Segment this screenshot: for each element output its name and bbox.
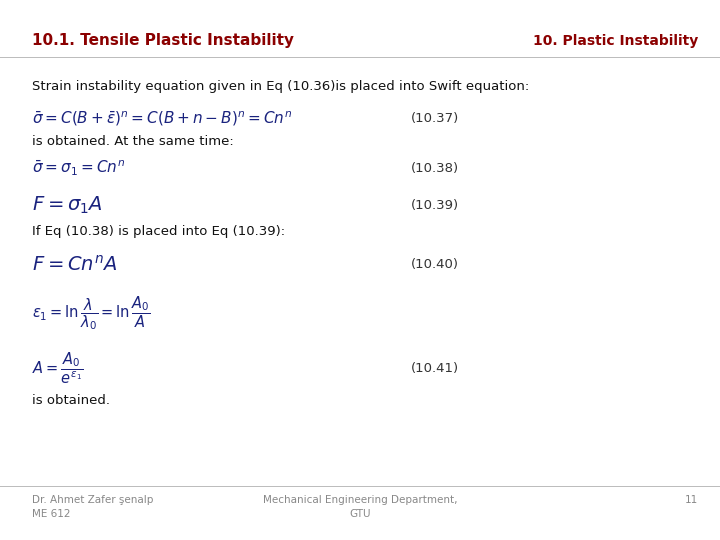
- Text: Strain instability equation given in Eq (10.36)is placed into Swift equation:: Strain instability equation given in Eq …: [32, 80, 530, 93]
- Text: If Eq (10.38) is placed into Eq (10.39):: If Eq (10.38) is placed into Eq (10.39):: [32, 225, 286, 238]
- Text: Mechanical Engineering Department,: Mechanical Engineering Department,: [263, 495, 457, 505]
- Text: is obtained. At the same time:: is obtained. At the same time:: [32, 135, 234, 148]
- Text: is obtained.: is obtained.: [32, 394, 110, 407]
- Text: $F=Cn^nA$: $F=Cn^nA$: [32, 254, 117, 275]
- Text: GTU: GTU: [349, 509, 371, 519]
- Text: (10.37): (10.37): [410, 112, 459, 125]
- Text: 10. Plastic Instability: 10. Plastic Instability: [533, 33, 698, 48]
- Text: $A=\dfrac{A_0}{e^{\varepsilon_1}}$: $A=\dfrac{A_0}{e^{\varepsilon_1}}$: [32, 350, 84, 386]
- Text: (10.40): (10.40): [410, 258, 459, 271]
- Text: 10.1. Tensile Plastic Instability: 10.1. Tensile Plastic Instability: [32, 33, 294, 48]
- Text: ME 612: ME 612: [32, 509, 71, 519]
- Text: $F=\sigma_1A$: $F=\sigma_1A$: [32, 194, 103, 216]
- Text: Dr. Ahmet Zafer şenalp: Dr. Ahmet Zafer şenalp: [32, 495, 154, 505]
- Text: (10.38): (10.38): [410, 162, 459, 175]
- Text: (10.39): (10.39): [410, 199, 459, 212]
- Text: (10.41): (10.41): [410, 362, 459, 375]
- Text: 11: 11: [685, 495, 698, 505]
- Text: $\bar{\sigma}=C(B+\bar{\varepsilon})^n=C(B+n-B)^n=Cn^n$: $\bar{\sigma}=C(B+\bar{\varepsilon})^n=C…: [32, 110, 292, 128]
- Text: $\bar{\sigma}=\sigma_1=Cn^n$: $\bar{\sigma}=\sigma_1=Cn^n$: [32, 159, 125, 178]
- Text: $\varepsilon_1=\ln\dfrac{\lambda}{\lambda_0}=\ln\dfrac{A_0}{A}$: $\varepsilon_1=\ln\dfrac{\lambda}{\lambd…: [32, 294, 151, 332]
